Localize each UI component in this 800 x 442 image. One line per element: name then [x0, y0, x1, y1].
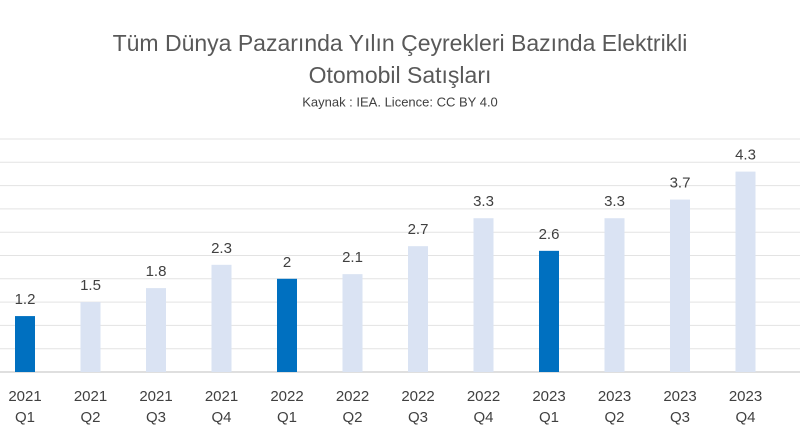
chart-title: Otomobil Satışları: [309, 62, 492, 88]
x-tick-label: 2022: [467, 388, 500, 405]
bar: [277, 278, 297, 372]
x-tick-label: Q3: [408, 409, 428, 426]
x-tick-label: 2023: [598, 388, 631, 405]
data-label: 3.3: [473, 193, 494, 210]
data-label: 1.5: [80, 277, 101, 294]
x-tick-label: Q4: [211, 409, 231, 426]
bar: [473, 218, 494, 372]
x-tick-label: Q4: [473, 409, 493, 426]
x-tick-label: Q1: [277, 409, 297, 426]
x-tick-label: Q3: [146, 409, 166, 426]
bar: [211, 264, 232, 372]
bar: [80, 302, 101, 372]
bar: [408, 246, 428, 372]
bar: [539, 250, 559, 372]
data-label: 2.7: [408, 221, 429, 238]
bar: [342, 274, 363, 372]
bar: [146, 288, 166, 372]
x-tick-label: Q2: [342, 409, 362, 426]
data-label: 2.3: [211, 240, 232, 257]
data-label: 3.7: [670, 175, 691, 192]
x-tick-label: 2023: [663, 388, 696, 405]
bar: [735, 171, 756, 372]
x-tick-label: Q1: [539, 409, 559, 426]
data-label: 2: [283, 254, 291, 271]
data-label: 3.3: [604, 193, 625, 210]
x-tick-label: Q2: [604, 409, 624, 426]
x-tick-label: Q3: [670, 409, 690, 426]
x-tick-label: 2023: [532, 388, 565, 405]
x-tick-label: 2021: [8, 388, 41, 405]
x-tick-label: Q2: [80, 409, 100, 426]
data-label: 2.1: [342, 249, 363, 266]
x-tick-label: 2022: [336, 388, 369, 405]
x-tick-label: 2022: [401, 388, 434, 405]
bar: [604, 218, 625, 372]
x-tick-label: 2021: [205, 388, 238, 405]
data-label: 2.6: [539, 226, 560, 243]
data-label: 4.3: [735, 147, 756, 164]
data-label: 1.2: [15, 291, 36, 308]
x-tick-label: Q1: [15, 409, 35, 426]
x-tick-label: Q4: [735, 409, 755, 426]
x-tick-label: 2022: [270, 388, 303, 405]
x-tick-label: 2023: [729, 388, 762, 405]
x-tick-label: 2021: [74, 388, 107, 405]
bar: [15, 316, 35, 372]
bar: [670, 199, 690, 372]
data-label: 1.8: [146, 263, 167, 280]
chart-subtitle: Kaynak : IEA. Licence: CC BY 4.0: [302, 94, 498, 109]
chart-title: Tüm Dünya Pazarında Yılın Çeyrekleri Baz…: [113, 30, 688, 56]
x-tick-label: 2021: [139, 388, 172, 405]
